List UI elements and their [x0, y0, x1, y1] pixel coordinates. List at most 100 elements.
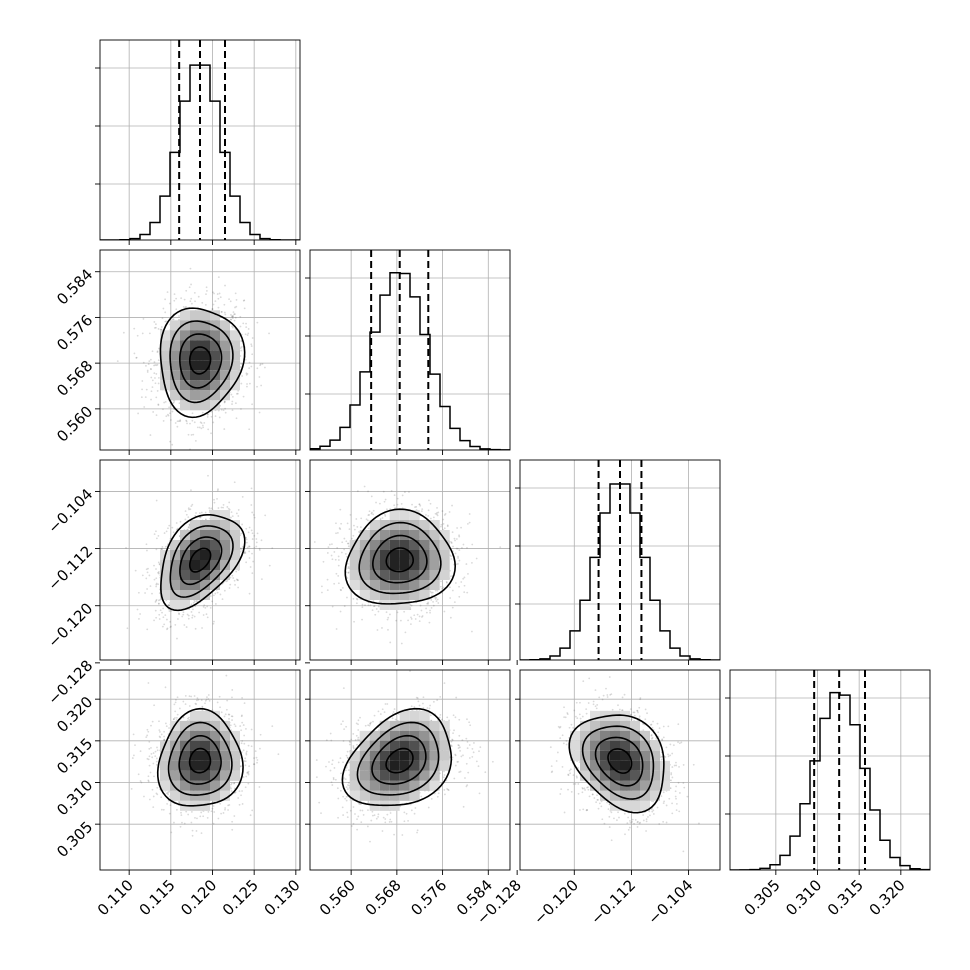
panel-frame [99, 459, 301, 661]
density-cell [200, 530, 210, 540]
scatter-point [356, 490, 359, 493]
scatter-point [164, 298, 167, 301]
scatter-point [218, 416, 221, 419]
scatter-point [223, 401, 226, 404]
scatter-point [144, 396, 147, 399]
scatter-point [421, 616, 423, 618]
scatter-point [195, 512, 197, 514]
density-cell [190, 560, 200, 570]
scatter-point [435, 513, 438, 516]
scatter-point [468, 521, 471, 524]
scatter-point [246, 383, 248, 385]
scatter-point [167, 527, 169, 530]
scatter-point [256, 385, 258, 388]
scatter-point [401, 494, 404, 497]
scatter-point [247, 531, 250, 534]
density-cell [190, 310, 200, 321]
scatter-point [264, 514, 267, 517]
contour-line [188, 346, 212, 375]
scatter-point [241, 375, 244, 377]
scatter-point [162, 408, 164, 411]
scatter-point [353, 620, 355, 623]
scatter-point [255, 541, 258, 544]
scatter-point [360, 517, 363, 520]
scatter-point [161, 611, 163, 614]
density-cell [180, 560, 190, 570]
density-cell [220, 520, 230, 530]
scatter-point [161, 546, 164, 548]
scatter-point [419, 504, 422, 507]
scatter-point [361, 606, 364, 609]
density-cell [210, 520, 220, 530]
scatter-point [196, 426, 199, 429]
scatter-point [418, 620, 421, 623]
density-cell [180, 380, 190, 391]
density-cell [190, 340, 200, 351]
scatter-point [341, 586, 344, 589]
scatter-point [240, 532, 243, 535]
scatter-point [425, 514, 427, 516]
scatter-point [396, 611, 399, 614]
scatter-point [377, 605, 380, 608]
scatter-point [155, 616, 158, 619]
scatter-point [150, 368, 152, 371]
scatter-point [189, 300, 192, 303]
scatter-point [224, 284, 226, 287]
scatter-point [335, 628, 338, 630]
scatter-point [158, 613, 161, 616]
scatter-point [187, 507, 190, 510]
scatter-point [399, 619, 402, 622]
scatter-point [137, 412, 140, 415]
scatter-point [251, 511, 254, 514]
scatter-point [435, 596, 438, 599]
scatter-point [246, 372, 249, 375]
scatter-point [453, 601, 456, 604]
scatter-point [145, 364, 147, 367]
scatter-point [251, 538, 254, 540]
density-cell [170, 350, 180, 361]
scatter-point [427, 509, 430, 512]
scatter-point [234, 583, 236, 586]
scatter-point [231, 316, 234, 318]
scatter-point [248, 557, 251, 559]
scatter-point [368, 510, 371, 513]
scatter-point [193, 421, 196, 424]
density-cell [200, 570, 210, 580]
scatter-point [178, 315, 180, 317]
scatter-point [185, 289, 188, 292]
scatter-point [154, 364, 157, 366]
density-cell [190, 530, 200, 540]
scatter-point [152, 411, 155, 413]
scatter-point [202, 614, 205, 616]
scatter-point [216, 591, 219, 594]
scatter-point [198, 611, 201, 614]
scatter-point [177, 456, 179, 458]
scatter-point [210, 507, 213, 510]
scatter-point [157, 571, 159, 574]
scatter-point [231, 574, 234, 577]
scatter-point [178, 613, 181, 616]
scatter-point [169, 537, 172, 540]
scatter-point [231, 317, 234, 320]
scatter-point [205, 286, 208, 289]
scatter-point [365, 518, 368, 521]
scatter-point [439, 585, 442, 588]
density-cell [160, 340, 170, 351]
panel-frame [99, 39, 301, 241]
scatter-point [155, 548, 158, 551]
scatter-point [174, 623, 177, 626]
density-cell [180, 360, 190, 371]
density-cell [190, 320, 200, 331]
density-cell [210, 550, 220, 560]
scatter-point [236, 392, 239, 395]
scatter-point [253, 516, 256, 519]
scatter-point [458, 534, 460, 537]
scatter-point [179, 420, 182, 423]
scatter-point [155, 414, 158, 417]
scatter-point [155, 396, 158, 399]
scatter-point [371, 511, 373, 514]
scatter-point [133, 352, 136, 355]
density-cell [210, 580, 220, 590]
scatter-point [146, 571, 149, 574]
